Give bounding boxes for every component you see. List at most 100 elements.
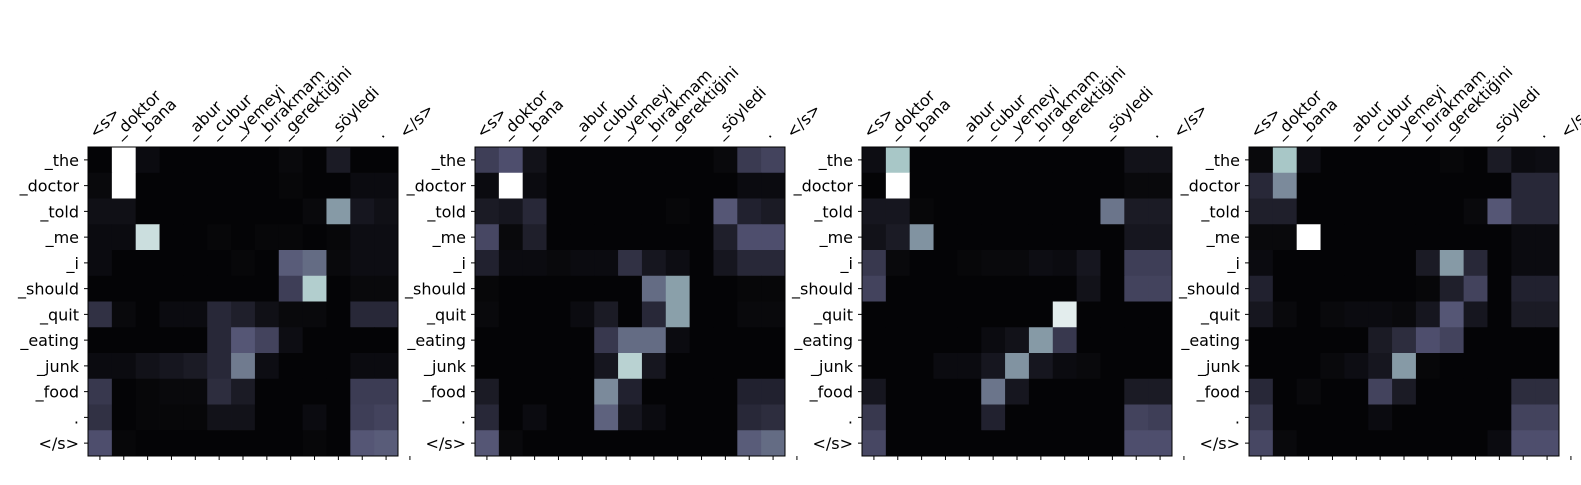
heatmap-cell (713, 198, 738, 225)
heatmap-cell (862, 327, 887, 354)
x-tick-label: . (1145, 125, 1162, 142)
heatmap-cell (1272, 404, 1298, 431)
y-tick-label: _i (1227, 254, 1240, 274)
heatmap-cell (1148, 224, 1173, 251)
heatmap-cell (302, 327, 327, 354)
heatmap-cell (498, 250, 524, 277)
heatmap-cell (933, 353, 958, 380)
heatmap-cell (1028, 353, 1054, 380)
heatmap-cell (981, 404, 1006, 431)
heatmap-cell (1100, 198, 1125, 225)
heatmap-cell (737, 250, 762, 277)
heatmap-cell (1392, 224, 1417, 251)
heatmap-cell (498, 275, 524, 302)
heatmap-cell (135, 327, 160, 354)
heatmap-cell (135, 147, 160, 174)
heatmap-cell (1392, 172, 1417, 199)
heatmap-cell (1368, 327, 1393, 354)
heatmap-cell (1392, 301, 1417, 328)
heatmap-cell (1320, 327, 1345, 354)
heatmap-cell (957, 172, 982, 199)
heatmap-cell (546, 353, 571, 380)
heatmap-cell (713, 172, 738, 199)
heatmap-cell (761, 301, 786, 328)
heatmap-cell (1076, 404, 1101, 431)
heatmap-cell (111, 198, 137, 225)
heatmap-cell (254, 430, 280, 457)
y-tick-label: </s> (812, 434, 853, 453)
heatmap-cell (1249, 250, 1274, 277)
heatmap-cell (1487, 404, 1512, 431)
heatmap-cell (665, 301, 691, 328)
x-tick-label: . (1532, 125, 1549, 142)
heatmap-cell (1415, 353, 1441, 380)
heatmap-cell (689, 147, 714, 174)
heatmap-cell (254, 404, 280, 431)
heatmap-cell (374, 250, 399, 277)
heatmap-cell (909, 147, 934, 174)
heatmap-cell (1028, 327, 1054, 354)
heatmap-cell (522, 353, 547, 380)
y-tick-label: _me (819, 228, 853, 248)
heatmap-cell (1148, 275, 1173, 302)
heatmap-cell (594, 430, 619, 457)
heatmap-cell (1296, 301, 1321, 328)
heatmap-cell (350, 353, 375, 380)
heatmap-cell (88, 327, 113, 354)
heatmap-cell (374, 430, 399, 457)
heatmap-cell (498, 301, 524, 328)
heatmap-cell (302, 275, 327, 302)
heatmap-cell (618, 250, 643, 277)
heatmap-cell (350, 378, 375, 405)
heatmap-cell (475, 301, 500, 328)
heatmap-cell (1076, 353, 1101, 380)
heatmap-cell (957, 353, 982, 380)
heatmap-cell (1100, 147, 1125, 174)
heatmap-cell (761, 250, 786, 277)
heatmap-cell (231, 404, 256, 431)
heatmap-cell (933, 224, 958, 251)
heatmap-cell (1439, 378, 1465, 405)
heatmap-cell (1535, 224, 1560, 251)
heatmap-cell (1005, 198, 1030, 225)
heatmap-cell (207, 147, 232, 174)
heatmap-cell (183, 301, 208, 328)
heatmap-cell (1368, 224, 1393, 251)
heatmap-cell (1124, 147, 1149, 174)
heatmap-cell (1439, 172, 1465, 199)
heatmap-cell (689, 430, 714, 457)
heatmap-cell (1052, 172, 1078, 199)
heatmap-cell (326, 224, 351, 251)
heatmap-cell (302, 198, 327, 225)
heatmap-cell (1148, 198, 1173, 225)
heatmap-cell (546, 430, 571, 457)
heatmap-cell (1005, 250, 1030, 277)
heatmap-cell (862, 147, 887, 174)
heatmap-cell (350, 301, 375, 328)
heatmap-cell (350, 404, 375, 431)
heatmap-cell (159, 430, 184, 457)
heatmap-cell (1296, 404, 1321, 431)
heatmap-cell (885, 353, 911, 380)
heatmap-cell (689, 301, 714, 328)
heatmap-cell (1100, 250, 1125, 277)
heatmap-cell (254, 327, 280, 354)
heatmap-cell (665, 378, 691, 405)
heatmap-cell (594, 147, 619, 174)
heatmap-cell (475, 198, 500, 225)
heatmap-cell (618, 353, 643, 380)
heatmap-cell (885, 301, 911, 328)
heatmap-panel-4: _the _doctor _told _me _i _should _quit _eating… (1178, 62, 1581, 460)
heatmap-cell (1535, 301, 1560, 328)
heatmap-cell (159, 301, 184, 328)
heatmap-cell (498, 198, 524, 225)
heatmap-cell (981, 301, 1006, 328)
heatmap-cell (1463, 301, 1488, 328)
heatmap-cell (88, 301, 113, 328)
heatmap-cell (1320, 301, 1345, 328)
heatmap-cell (546, 224, 571, 251)
heatmap-cell (302, 378, 327, 405)
heatmap-cell (761, 430, 786, 457)
heatmap-cell (498, 404, 524, 431)
heatmap-cell (981, 250, 1006, 277)
